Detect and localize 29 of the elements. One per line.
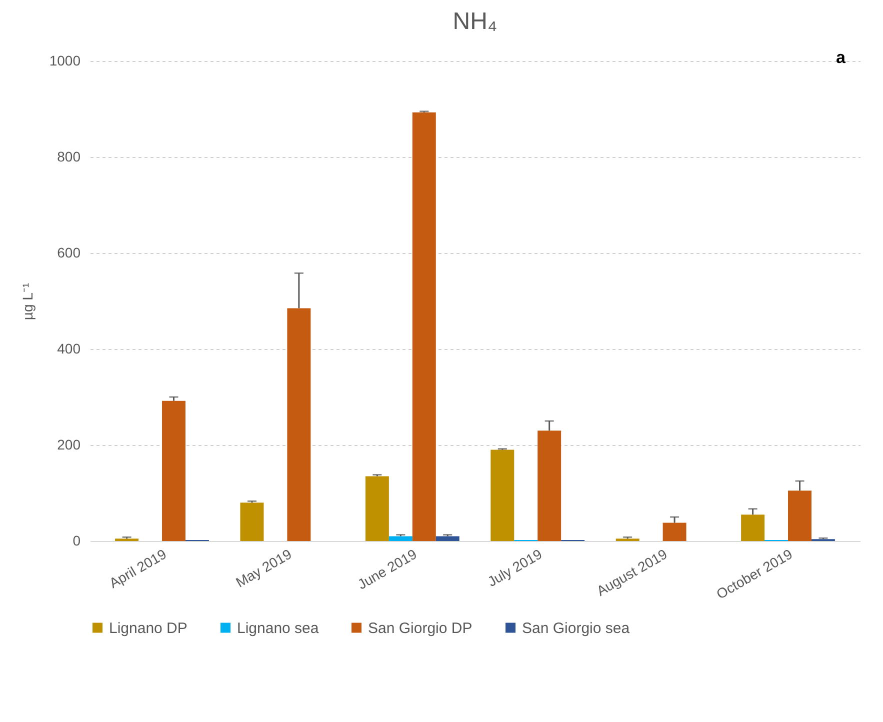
x-tick-label: June 2019 bbox=[354, 546, 420, 592]
bar bbox=[287, 308, 311, 541]
bar bbox=[538, 430, 562, 541]
legend-label: Lignano sea bbox=[237, 620, 320, 637]
y-tick-label: 1000 bbox=[49, 52, 81, 68]
y-tick-label: 800 bbox=[57, 148, 81, 164]
bar bbox=[436, 536, 460, 541]
y-tick-label: 200 bbox=[57, 436, 81, 452]
bar bbox=[388, 536, 412, 541]
bar bbox=[162, 400, 186, 541]
bar bbox=[365, 476, 389, 541]
bar bbox=[240, 502, 264, 541]
bar bbox=[788, 490, 812, 541]
y-tick-label: 0 bbox=[72, 532, 81, 548]
x-tick-label: April 2019 bbox=[106, 546, 170, 592]
x-tick-label: May 2019 bbox=[232, 546, 294, 590]
y-tick-label: 400 bbox=[57, 340, 81, 356]
x-tick-label: July 2019 bbox=[484, 546, 545, 590]
bar bbox=[741, 514, 765, 541]
legend-label: San Giorgio sea bbox=[522, 620, 630, 637]
y-tick-label: 600 bbox=[57, 244, 81, 260]
chart-title: NH₄ bbox=[452, 8, 498, 35]
legend-label: Lignano DP bbox=[109, 620, 188, 637]
bar bbox=[490, 450, 514, 541]
bar bbox=[412, 112, 436, 541]
bar bbox=[662, 522, 686, 541]
y-axis-title: µg L⁻¹ bbox=[19, 282, 36, 320]
annotation: a bbox=[836, 48, 846, 68]
legend-label: San Giorgio DP bbox=[368, 620, 472, 637]
